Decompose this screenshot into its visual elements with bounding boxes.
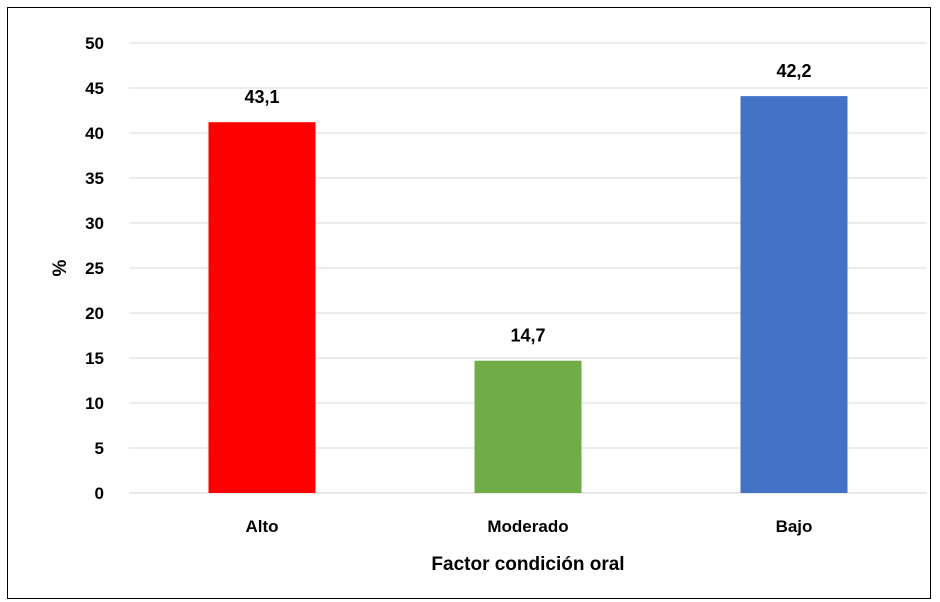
y-tick-label: 25 (85, 259, 104, 278)
x-axis-title: Factor condición oral (431, 554, 624, 575)
y-axis-title: % (50, 259, 71, 276)
y-tick-label: 45 (85, 79, 104, 98)
y-tick-label: 30 (85, 214, 104, 233)
x-tick-label: Bajo (776, 517, 813, 536)
y-tick-label: 0 (95, 484, 104, 503)
y-tick-label: 10 (85, 394, 104, 413)
bar-moderado (474, 360, 582, 493)
y-tick-label: 20 (85, 304, 104, 323)
x-tick-label: Alto (245, 517, 278, 536)
data-label: 43,1 (244, 87, 279, 107)
y-tick-label: 5 (95, 439, 104, 458)
bar-alto (208, 122, 316, 493)
data-labels: 43,1 14,7 42,2 (244, 61, 811, 346)
bars (208, 96, 848, 493)
x-axis-ticks: Alto Moderado Bajo (245, 517, 812, 536)
x-tick-label: Moderado (487, 517, 568, 536)
data-label: 42,2 (776, 61, 811, 81)
y-tick-label: 40 (85, 124, 104, 143)
y-axis-ticks: 0 5 10 15 20 25 30 35 40 45 50 (85, 34, 104, 503)
data-label: 14,7 (510, 326, 545, 346)
y-tick-label: 15 (85, 349, 104, 368)
y-tick-label: 50 (85, 34, 104, 53)
bar-bajo (740, 96, 848, 493)
y-tick-label: 35 (85, 169, 104, 188)
